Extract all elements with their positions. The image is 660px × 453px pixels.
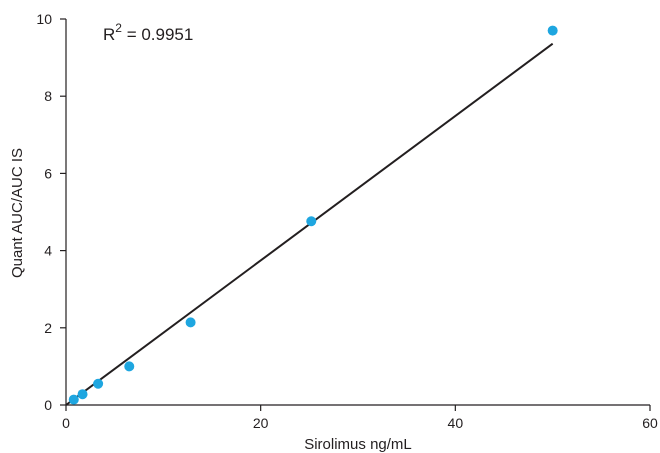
x-axis-title: Sirolimus ng/mL bbox=[304, 436, 412, 453]
y-tick-label: 0 bbox=[44, 397, 52, 413]
y-tick-label: 8 bbox=[44, 88, 52, 104]
data-point bbox=[77, 389, 88, 400]
x-tick-label: 20 bbox=[253, 415, 269, 431]
r-squared-value: = 0.9951 bbox=[122, 25, 193, 44]
r-squared-annotation: R2 = 0.9951 bbox=[103, 21, 193, 44]
x-tick-label: 60 bbox=[642, 415, 658, 431]
y-tick-label: 2 bbox=[44, 320, 52, 336]
data-point bbox=[547, 25, 558, 36]
y-axis: 0 2 4 6 8 10 bbox=[36, 11, 67, 413]
y-tick-label: 6 bbox=[44, 165, 52, 181]
data-point bbox=[93, 378, 104, 389]
r-squared-base: R bbox=[103, 25, 115, 44]
x-tick-label: 40 bbox=[448, 415, 464, 431]
r-squared-superscript: 2 bbox=[115, 21, 122, 35]
data-point bbox=[68, 394, 79, 405]
x-axis: 0 20 40 60 bbox=[62, 404, 658, 431]
y-axis-title: Quant AUC/AUC IS bbox=[9, 148, 26, 278]
data-points bbox=[68, 25, 558, 405]
y-tick-label: 4 bbox=[44, 243, 52, 259]
data-point bbox=[124, 361, 135, 372]
data-point bbox=[306, 216, 317, 227]
y-tick-label: 10 bbox=[36, 11, 52, 27]
data-point bbox=[185, 317, 196, 328]
x-tick-label: 0 bbox=[62, 415, 70, 431]
